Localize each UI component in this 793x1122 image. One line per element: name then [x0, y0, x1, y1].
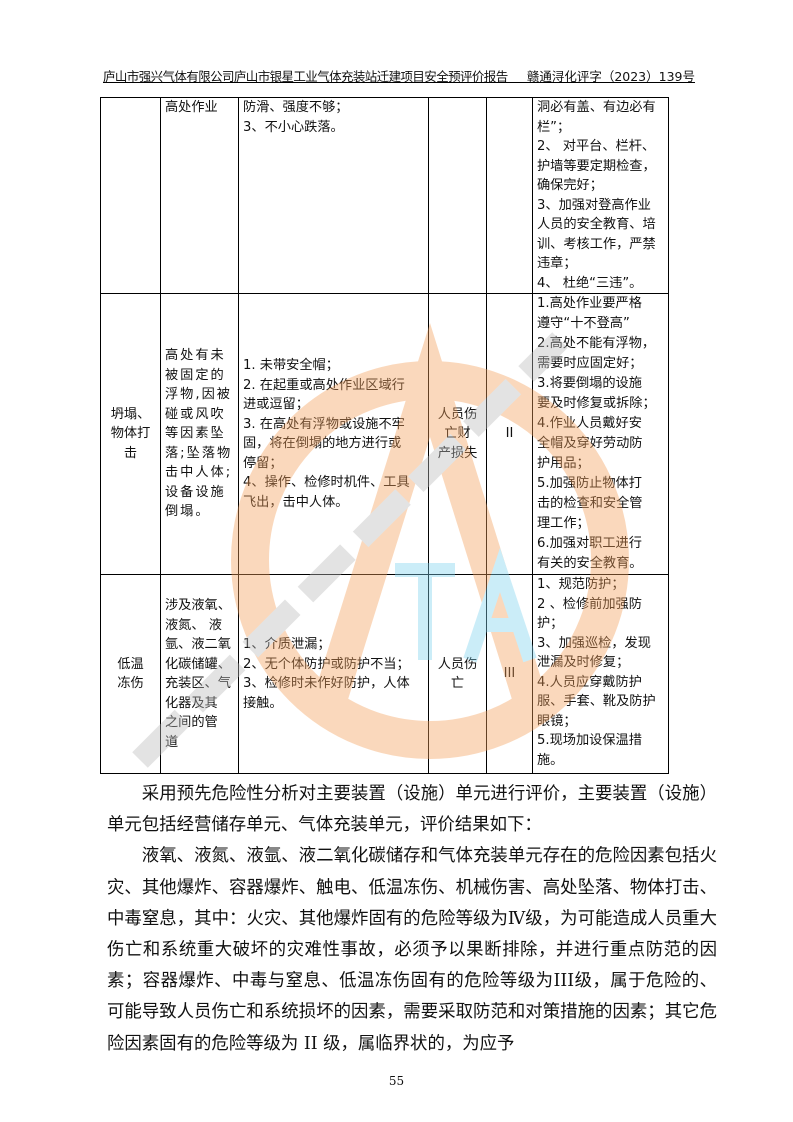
hazard-cell: 低温 冻伤	[100, 574, 161, 774]
consequence-cell: 人员伤 亡财 产损失	[428, 293, 487, 575]
table-row: 低温 冻伤 涉及液氧、 液氮、 液 氩、液二氧 化碳储罐、 充装区、气 化器及其…	[100, 574, 669, 774]
trigger-cell: 防滑、强度不够； 3、不小心跌落。	[238, 97, 429, 294]
level-cell	[486, 97, 533, 294]
page-number: 55	[388, 1073, 405, 1088]
trigger-cell: 1. 未带安全帽； 2. 在起重或高处作业区域行 进或逗留； 3. 在高处有浮物…	[238, 293, 429, 575]
hazard-cell: 坍塌、 物体打 击	[100, 293, 161, 575]
cause-cell: 高处有未 被固定的 浮物,因被 碰或风吹 等因素坠 落;坠落物 击中人体; 设备…	[160, 293, 239, 575]
measures-cell: 洞必有盖、有边必有 栏”； 2、 对平台、栏杆、 护墙等要定期检查， 确保完好；…	[532, 97, 669, 294]
page-content: 高处作业 防滑、强度不够； 3、不小心跌落。 洞必有盖、有边必有 栏”； 2、 …	[100, 97, 720, 1088]
header-document-number: 赣通浔化评字（2023）139号	[526, 69, 695, 84]
cause-cell: 涉及液氧、 液氮、 液 氩、液二氧 化碳储罐、 充装区、气 化器及其 之间的管 …	[160, 574, 239, 774]
table-row: 坍塌、 物体打 击 高处有未 被固定的 浮物,因被 碰或风吹 等因素坠 落;坠落…	[100, 293, 669, 575]
trigger-cell: 1、介质泄漏； 2、无个体防护或防护不当； 3、检修时未作好防护，人体 接触。	[238, 574, 429, 774]
level-cell: II	[486, 293, 533, 575]
paragraph: 液氧、液氮、液氩、液二氧化碳储存和气体充装单元存在的危险因素包括火灾、其他爆炸、…	[107, 846, 717, 1054]
header-report-title: 庐山市强兴气体有限公司庐山市银星工业气体充装站迁建项目安全预评价报告	[103, 69, 508, 84]
consequence-cell: 人员伤 亡	[428, 574, 487, 774]
level-cell: III	[486, 574, 533, 774]
body-text: 采用预先危险性分析对主要装置（设施）单元进行评价，主要装置（设施）单元包括经营储…	[107, 779, 717, 1060]
hazard-analysis-table: 高处作业 防滑、强度不够； 3、不小心跌落。 洞必有盖、有边必有 栏”； 2、 …	[100, 97, 669, 774]
page-header: 庐山市强兴气体有限公司庐山市银星工业气体充装站迁建项目安全预评价报告 赣通浔化评…	[103, 66, 695, 84]
measures-cell: 1、规范防护； 2 、检修前加强防 护； 3、加强巡检，发现 泄漏及时修复； 4…	[532, 574, 669, 774]
cause-cell: 高处作业	[160, 97, 239, 294]
hazard-cell	[100, 97, 161, 294]
paragraph: 采用预先危险性分析对主要装置（设施）单元进行评价，主要装置（设施）单元包括经营储…	[107, 784, 717, 836]
consequence-cell	[428, 97, 487, 294]
table-row: 高处作业 防滑、强度不够； 3、不小心跌落。 洞必有盖、有边必有 栏”； 2、 …	[100, 97, 669, 294]
measures-cell: 1.高处作业要严格 遵守“十不登高” 2.高处不能有浮物， 需要时应固定好； 3…	[532, 293, 669, 575]
